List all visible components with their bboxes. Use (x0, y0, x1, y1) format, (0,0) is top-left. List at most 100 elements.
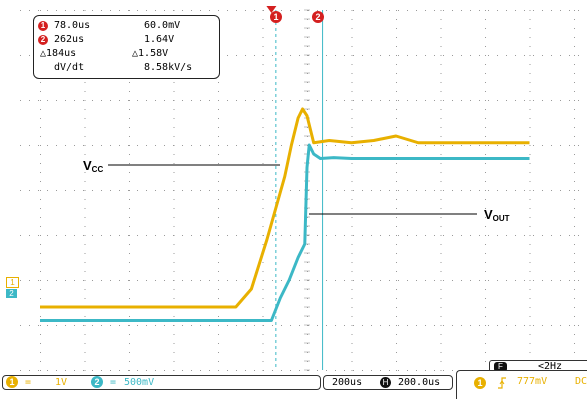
grid-dot (574, 307, 575, 308)
grid-dot (299, 55, 300, 56)
grid-dot (299, 10, 300, 11)
grid-dot (515, 235, 516, 236)
grid-dot (529, 46, 531, 47)
grid-dot (74, 370, 75, 371)
grid-dot (440, 190, 442, 191)
grid-dot (128, 10, 129, 11)
ch1-ground-marker[interactable]: 1 (6, 277, 19, 288)
grid-dot (485, 343, 486, 344)
grid-dot (396, 10, 397, 11)
grid-dot (488, 145, 489, 146)
grid-dot (307, 352, 308, 353)
grid-dot (236, 280, 237, 281)
grid-dot (40, 172, 41, 173)
grid-dot (529, 172, 531, 173)
grid-dot (344, 325, 345, 326)
grid-dot (389, 280, 390, 281)
grid-dot (146, 235, 147, 236)
grid-dot (245, 190, 246, 191)
grid-dot (488, 280, 489, 281)
grid-dot (227, 190, 228, 191)
grid-dot (529, 136, 531, 137)
grid-dot (262, 37, 264, 38)
grid-dot (129, 352, 130, 353)
grid-dot (560, 280, 561, 281)
grid-dot (262, 262, 264, 263)
grid-dot (440, 208, 442, 209)
grid-dot (351, 352, 353, 353)
grid-dot (351, 82, 353, 83)
ch1-badge[interactable]: 1 (6, 376, 18, 388)
grid-dot (529, 28, 531, 29)
grid-dot (461, 10, 462, 11)
grid-dot (416, 280, 417, 281)
grid-dot (380, 10, 381, 11)
grid-dot (506, 100, 507, 101)
grid-dot (272, 325, 273, 326)
grid-dot (485, 208, 486, 209)
grid-dot (317, 370, 318, 371)
cursor1-top-marker[interactable]: 1 (270, 11, 282, 23)
ch2-ground-marker[interactable]: 2 (6, 289, 17, 298)
grid-dot (307, 289, 308, 290)
grid-dot (83, 145, 84, 146)
grid-dot (262, 289, 264, 290)
grid-dot (351, 217, 353, 218)
grid-dot (47, 235, 48, 236)
ch2-badge[interactable]: 2 (91, 376, 103, 388)
grid-dot (440, 145, 442, 146)
grid-dot (218, 136, 219, 137)
grid-dot (574, 46, 575, 47)
grid-dot (485, 154, 486, 155)
trigger-channel-badge: 1 (474, 377, 486, 389)
grid-dot (129, 100, 130, 101)
grid-dot (317, 280, 318, 281)
grid-dot (307, 361, 308, 362)
grid-dot (308, 370, 309, 371)
grid-dot (529, 280, 531, 281)
grid-dot (254, 325, 255, 326)
grid-dot (440, 271, 442, 272)
grid-dot (84, 343, 86, 344)
grid-dot (308, 325, 309, 326)
grid-dot (335, 145, 336, 146)
grid-dot (529, 325, 531, 326)
grid-dot (574, 73, 575, 74)
grid-dot (396, 370, 397, 371)
grid-dot (351, 343, 353, 344)
grid-dot (440, 46, 442, 47)
grid-dot (40, 145, 41, 146)
grid-dot (56, 370, 57, 371)
grid-dot (129, 280, 130, 281)
grid-dot (200, 145, 201, 146)
grid-dot (529, 37, 531, 38)
grid-dot (443, 325, 444, 326)
grid-dot (173, 145, 174, 146)
grid-dot (65, 235, 66, 236)
trace-vcc (40, 107, 530, 309)
grid-dot (218, 127, 219, 128)
grid-dot (416, 190, 417, 191)
grid-dot (38, 10, 39, 11)
grid-dot (440, 10, 442, 11)
grid-dot (307, 208, 308, 209)
grid-dot (218, 208, 219, 209)
grid-dot (574, 253, 575, 254)
grid-dot (84, 352, 86, 353)
timebase-panel[interactable]: 200us H 200.0us (323, 375, 453, 390)
trigger-panel[interactable]: 1 777mV DC (456, 370, 587, 399)
grid-dot (129, 127, 130, 128)
grid-dot (56, 325, 57, 326)
grid-dot (470, 325, 471, 326)
ch1-scale[interactable]: 1V (55, 377, 68, 388)
grid-dot (574, 172, 575, 173)
grid-dot (351, 136, 353, 137)
cursor2-top-marker[interactable]: 2 (312, 11, 324, 23)
grid-dot (440, 289, 442, 290)
grid-dot (515, 10, 516, 11)
grid-dot (574, 334, 575, 335)
grid-dot (574, 325, 575, 326)
grid-dot (479, 190, 480, 191)
ch2-scale[interactable]: 500mV (124, 377, 155, 388)
grid-dot (272, 280, 273, 281)
